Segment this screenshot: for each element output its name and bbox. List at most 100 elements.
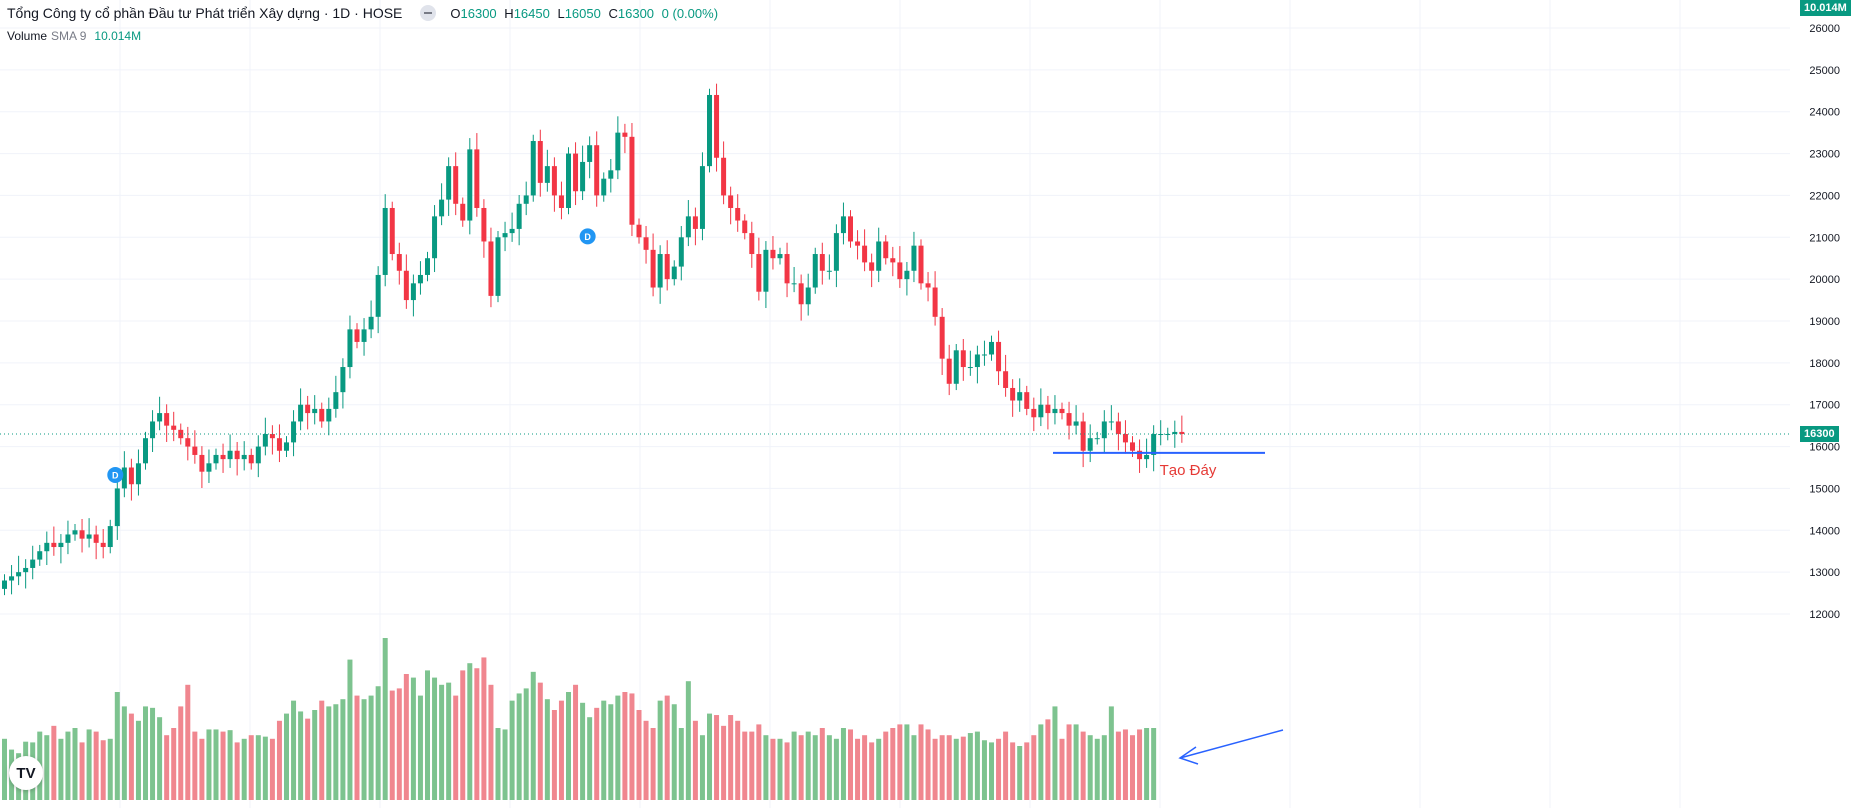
candle-body[interactable] [37, 551, 43, 560]
candle-body[interactable] [890, 258, 896, 263]
candle-body[interactable] [883, 241, 889, 259]
candle-body[interactable] [551, 166, 557, 196]
candle-body[interactable] [939, 316, 945, 359]
candle-body[interactable] [269, 434, 275, 439]
arrow-line[interactable] [1179, 729, 1284, 759]
candle-body[interactable] [502, 233, 508, 238]
candle-body[interactable] [862, 245, 868, 263]
candle-body[interactable] [347, 329, 353, 368]
candle-body[interactable] [904, 270, 910, 280]
candle-body[interactable] [1108, 421, 1114, 423]
candle-body[interactable] [791, 283, 797, 285]
candle-body[interactable] [1144, 454, 1150, 460]
candle-body[interactable] [206, 463, 212, 472]
candle-body[interactable] [1179, 431, 1185, 435]
candle-body[interactable] [375, 274, 381, 317]
candle-body[interactable] [340, 367, 346, 393]
candle-body[interactable] [368, 316, 374, 330]
candle-body[interactable] [439, 199, 445, 217]
candle-body[interactable] [735, 207, 741, 221]
candle-body[interactable] [770, 249, 776, 259]
candle-body[interactable] [1101, 421, 1107, 439]
candle-body[interactable] [114, 488, 120, 527]
candle-body[interactable] [566, 153, 571, 208]
candle-body[interactable] [911, 245, 917, 271]
candle-body[interactable] [1066, 413, 1072, 426]
candle-body[interactable] [594, 145, 600, 196]
candle-body[interactable] [192, 446, 198, 455]
candle-body[interactable] [544, 166, 550, 183]
candle-body[interactable] [474, 149, 480, 208]
candle-body[interactable] [1003, 371, 1009, 388]
candle-body[interactable] [1115, 421, 1121, 435]
candle-body[interactable] [608, 170, 614, 179]
candle-body[interactable] [974, 354, 980, 368]
candle-body[interactable] [1045, 404, 1051, 414]
candle-body[interactable] [255, 446, 261, 464]
candle-body[interactable] [467, 149, 473, 221]
candle-body[interactable] [897, 262, 903, 280]
candle-body[interactable] [86, 534, 92, 539]
candle-body[interactable] [93, 534, 99, 543]
candle-body[interactable] [981, 354, 987, 356]
candle-body[interactable] [143, 438, 148, 464]
candle-body[interactable] [876, 241, 882, 271]
candle-body[interactable] [58, 542, 64, 548]
candle-body[interactable] [1059, 408, 1065, 414]
candle-body[interactable] [248, 454, 254, 464]
candle-body[interactable] [199, 454, 205, 472]
candle-body[interactable] [460, 203, 466, 221]
candle-body[interactable] [128, 467, 134, 485]
tradingview-logo-icon[interactable]: TV [9, 756, 43, 790]
candle-body[interactable] [1165, 434, 1171, 436]
candle-body[interactable] [361, 329, 367, 342]
candle-body[interactable] [1137, 450, 1143, 460]
candle-body[interactable] [1080, 421, 1086, 451]
candle-body[interactable] [276, 438, 282, 451]
candle-body[interactable] [333, 392, 339, 409]
candle-body[interactable] [537, 141, 543, 183]
candle-body[interactable] [749, 233, 755, 255]
candle-body[interactable] [1017, 392, 1023, 401]
candle-body[interactable] [1130, 442, 1135, 451]
candle-body[interactable] [636, 224, 642, 238]
candle-body[interactable] [692, 216, 698, 229]
candle-body[interactable] [72, 530, 78, 535]
candle-body[interactable] [100, 542, 106, 548]
candle-body[interactable] [298, 404, 304, 422]
candle-body[interactable] [2, 580, 7, 589]
candle-body[interactable] [446, 166, 452, 200]
candle-body[interactable] [798, 283, 804, 305]
candle-body[interactable] [516, 203, 522, 229]
candle-body[interactable] [121, 467, 127, 489]
candle-body[interactable] [1024, 392, 1030, 409]
candle-body[interactable] [326, 408, 332, 422]
candle-body[interactable] [657, 254, 663, 288]
candle-body[interactable] [51, 542, 57, 548]
candle-body[interactable] [777, 254, 783, 259]
candle-body[interactable] [171, 425, 177, 430]
candle-body[interactable] [495, 237, 501, 296]
candle-body[interactable] [601, 178, 607, 196]
candle-body[interactable] [23, 567, 29, 573]
candle-body[interactable] [509, 228, 515, 234]
candle-body[interactable] [756, 254, 762, 292]
candle-body[interactable] [848, 216, 853, 242]
candle-body[interactable] [707, 94, 712, 167]
candle-body[interactable] [622, 132, 628, 137]
candle-body[interactable] [262, 434, 268, 447]
candle-body[interactable] [742, 220, 748, 234]
candle-body[interactable] [714, 94, 720, 158]
candle-body[interactable] [812, 254, 818, 288]
candle-body[interactable] [382, 207, 388, 275]
candle-body[interactable] [312, 408, 318, 414]
candle-body[interactable] [241, 454, 247, 460]
candle-body[interactable] [227, 450, 233, 460]
candle-body[interactable] [615, 132, 621, 171]
candle-body[interactable] [826, 270, 832, 272]
dividend-marker[interactable] [579, 228, 596, 245]
candle-body[interactable] [523, 195, 529, 204]
candle-body[interactable] [918, 245, 924, 284]
eye-toggle-icon[interactable] [420, 5, 437, 21]
candle-body[interactable] [157, 413, 163, 422]
